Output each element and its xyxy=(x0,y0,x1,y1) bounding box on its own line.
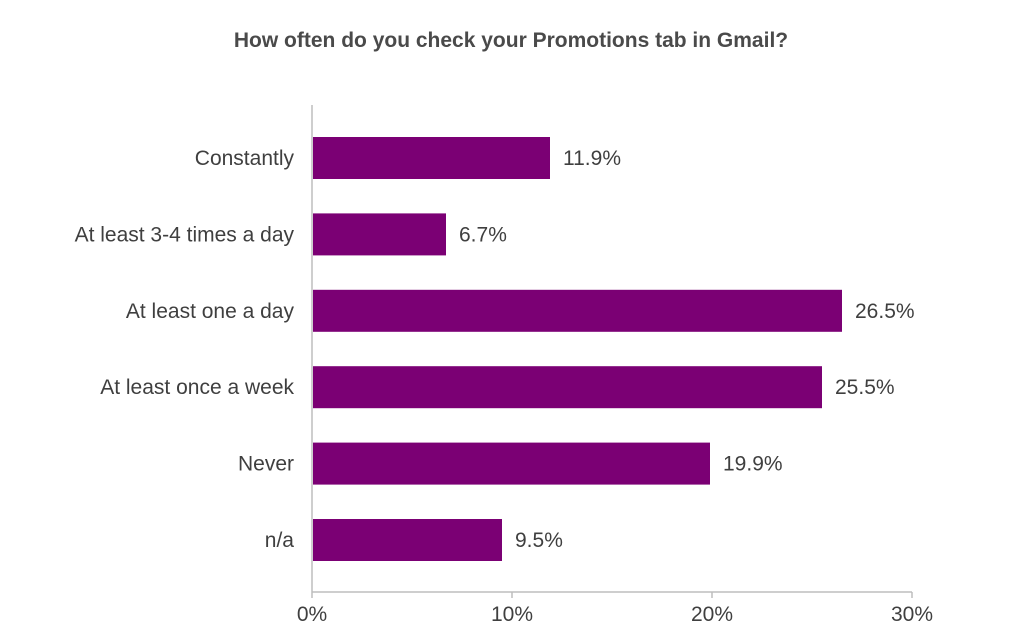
bar xyxy=(313,213,446,256)
data-label: 11.9% xyxy=(563,147,621,170)
data-label: 26.5% xyxy=(855,300,915,323)
bar xyxy=(313,442,710,485)
data-label: 6.7% xyxy=(459,223,507,246)
category-label: Never xyxy=(238,453,294,476)
category-label: n/a xyxy=(265,529,295,552)
x-tick-label: 0% xyxy=(297,603,327,626)
category-label: At least one a day xyxy=(126,300,295,323)
bar xyxy=(313,366,822,409)
data-label: 19.9% xyxy=(723,453,783,476)
category-label: Constantly xyxy=(195,147,295,170)
x-tick-label: 20% xyxy=(691,603,733,626)
category-label: At least once a week xyxy=(100,376,294,399)
bar xyxy=(313,519,502,561)
data-label: 9.5% xyxy=(515,529,563,552)
bar xyxy=(313,137,550,179)
bar xyxy=(313,289,842,332)
x-tick-label: 30% xyxy=(891,603,933,626)
x-tick-label: 10% xyxy=(491,603,533,626)
category-label: At least 3-4 times a day xyxy=(75,223,295,246)
data-label: 25.5% xyxy=(835,376,895,399)
chart-title: How often do you check your Promotions t… xyxy=(233,29,789,52)
